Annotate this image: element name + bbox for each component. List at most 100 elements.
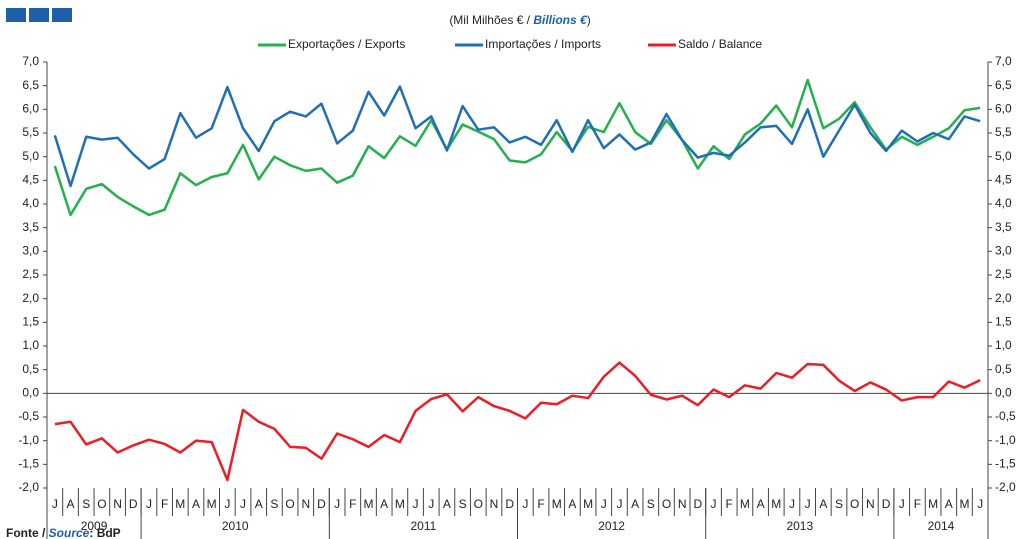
y-tick-label: -1,0 <box>18 433 39 447</box>
y-tick-label: 2,5 <box>22 267 39 281</box>
x-tick-label: S <box>459 497 467 511</box>
x-tick-label: N <box>678 497 687 511</box>
logo-block <box>29 8 49 22</box>
y2-tick-label: -1,0 <box>995 433 1016 447</box>
x-tick-label: D <box>129 497 138 511</box>
y-tick-label: 0,5 <box>22 362 39 376</box>
y-tick-label: 1,5 <box>22 315 39 329</box>
y2-tick-label: 0,5 <box>995 362 1012 376</box>
y-tick-label: 5,0 <box>22 149 39 163</box>
x-tick-label: N <box>301 497 310 511</box>
y2-tick-label: 6,5 <box>995 78 1012 92</box>
y2-tick-label: 4,0 <box>995 196 1012 210</box>
x-tick-label: J <box>146 497 152 511</box>
subtitle-part: (Mil Milhões € / <box>449 13 533 27</box>
x-tick-label: M <box>364 497 374 511</box>
x-tick-label: O <box>662 497 671 511</box>
legend-label: Exportações / Exports <box>288 37 405 51</box>
source-part: Fonte / <box>6 526 49 539</box>
x-tick-label: J <box>977 497 983 511</box>
x-tick-label: M <box>740 497 750 511</box>
x-tick-label: A <box>380 497 388 511</box>
x-tick-label: J <box>789 497 795 511</box>
x-group-label: 2014 <box>928 519 955 533</box>
x-tick-label: S <box>647 497 655 511</box>
x-tick-label: N <box>113 497 122 511</box>
y2-tick-label: -1,5 <box>995 457 1016 471</box>
chart-subtitle: (Mil Milhões € / Billions €) <box>449 13 590 27</box>
y2-tick-label: 1,0 <box>995 338 1012 352</box>
x-tick-label: O <box>285 497 294 511</box>
x-tick-label: F <box>537 497 544 511</box>
y2-tick-label: 2,0 <box>995 291 1012 305</box>
source-part: : BdP <box>89 526 120 539</box>
y-tick-label: 7,0 <box>22 54 39 68</box>
x-tick-label: A <box>819 497 827 511</box>
x-tick-label: J <box>240 497 246 511</box>
x-tick-label: A <box>67 497 75 511</box>
x-tick-label: J <box>711 497 717 511</box>
y-tick-label: -0,5 <box>18 409 39 423</box>
y-tick-label: 0,0 <box>22 386 39 400</box>
x-group-label: 2009 <box>81 519 108 533</box>
y-tick-label: 4,5 <box>22 173 39 187</box>
x-tick-label: J <box>616 497 622 511</box>
series-line <box>54 361 981 482</box>
x-tick-label: O <box>850 497 859 511</box>
x-tick-label: D <box>694 497 703 511</box>
x-tick-label: J <box>428 497 434 511</box>
y2-tick-label: 2,5 <box>995 267 1012 281</box>
x-tick-label: J <box>52 497 58 511</box>
y2-tick-label: -0,5 <box>995 409 1016 423</box>
y2-tick-label: 5,0 <box>995 149 1012 163</box>
x-tick-label: F <box>914 497 921 511</box>
y-tick-label: 2,0 <box>22 291 39 305</box>
x-group-label: 2012 <box>598 519 625 533</box>
logo-block <box>6 8 26 22</box>
y-tick-label: 1,0 <box>22 338 39 352</box>
x-tick-label: A <box>945 497 953 511</box>
x-group-label: 2010 <box>222 519 249 533</box>
y2-tick-label: 3,0 <box>995 244 1012 258</box>
legend-label: Importações / Imports <box>485 37 601 51</box>
x-tick-label: D <box>317 497 326 511</box>
x-tick-label: A <box>192 497 200 511</box>
y-tick-label: 4,0 <box>22 196 39 210</box>
y-tick-label: -2,0 <box>18 480 39 494</box>
x-tick-label: J <box>522 497 528 511</box>
y-tick-label: 6,0 <box>22 102 39 116</box>
y-tick-label: 3,5 <box>22 220 39 234</box>
y2-tick-label: 6,0 <box>995 102 1012 116</box>
x-tick-label: A <box>568 497 576 511</box>
x-tick-label: F <box>349 497 356 511</box>
y2-tick-label: 0,0 <box>995 386 1012 400</box>
y-tick-label: 5,5 <box>22 125 39 139</box>
x-tick-label: D <box>505 497 514 511</box>
x-tick-label: S <box>835 497 843 511</box>
x-tick-label: A <box>443 497 451 511</box>
y-tick-label: -1,5 <box>18 457 39 471</box>
source-note: Fonte / Source: BdP <box>6 526 121 539</box>
series-line <box>53 85 981 188</box>
x-tick-label: J <box>899 497 905 511</box>
x-group-label: 2011 <box>410 519 436 533</box>
y2-tick-label: 7,0 <box>995 54 1012 68</box>
x-tick-label: J <box>601 497 607 511</box>
x-tick-label: N <box>490 497 499 511</box>
series-line <box>53 78 981 217</box>
y-tick-label: 6,5 <box>22 78 39 92</box>
x-tick-label: A <box>631 497 639 511</box>
logo-block <box>52 8 72 22</box>
x-tick-label: F <box>726 497 733 511</box>
x-tick-label: J <box>805 497 811 511</box>
x-tick-label: S <box>82 497 90 511</box>
x-tick-label: M <box>928 497 938 511</box>
x-tick-label: M <box>175 497 185 511</box>
x-tick-label: M <box>959 497 969 511</box>
y-tick-label: 3,0 <box>22 244 39 258</box>
y2-tick-label: 3,5 <box>995 220 1012 234</box>
subtitle-part: Billions € <box>533 13 588 27</box>
x-tick-label: A <box>255 497 263 511</box>
